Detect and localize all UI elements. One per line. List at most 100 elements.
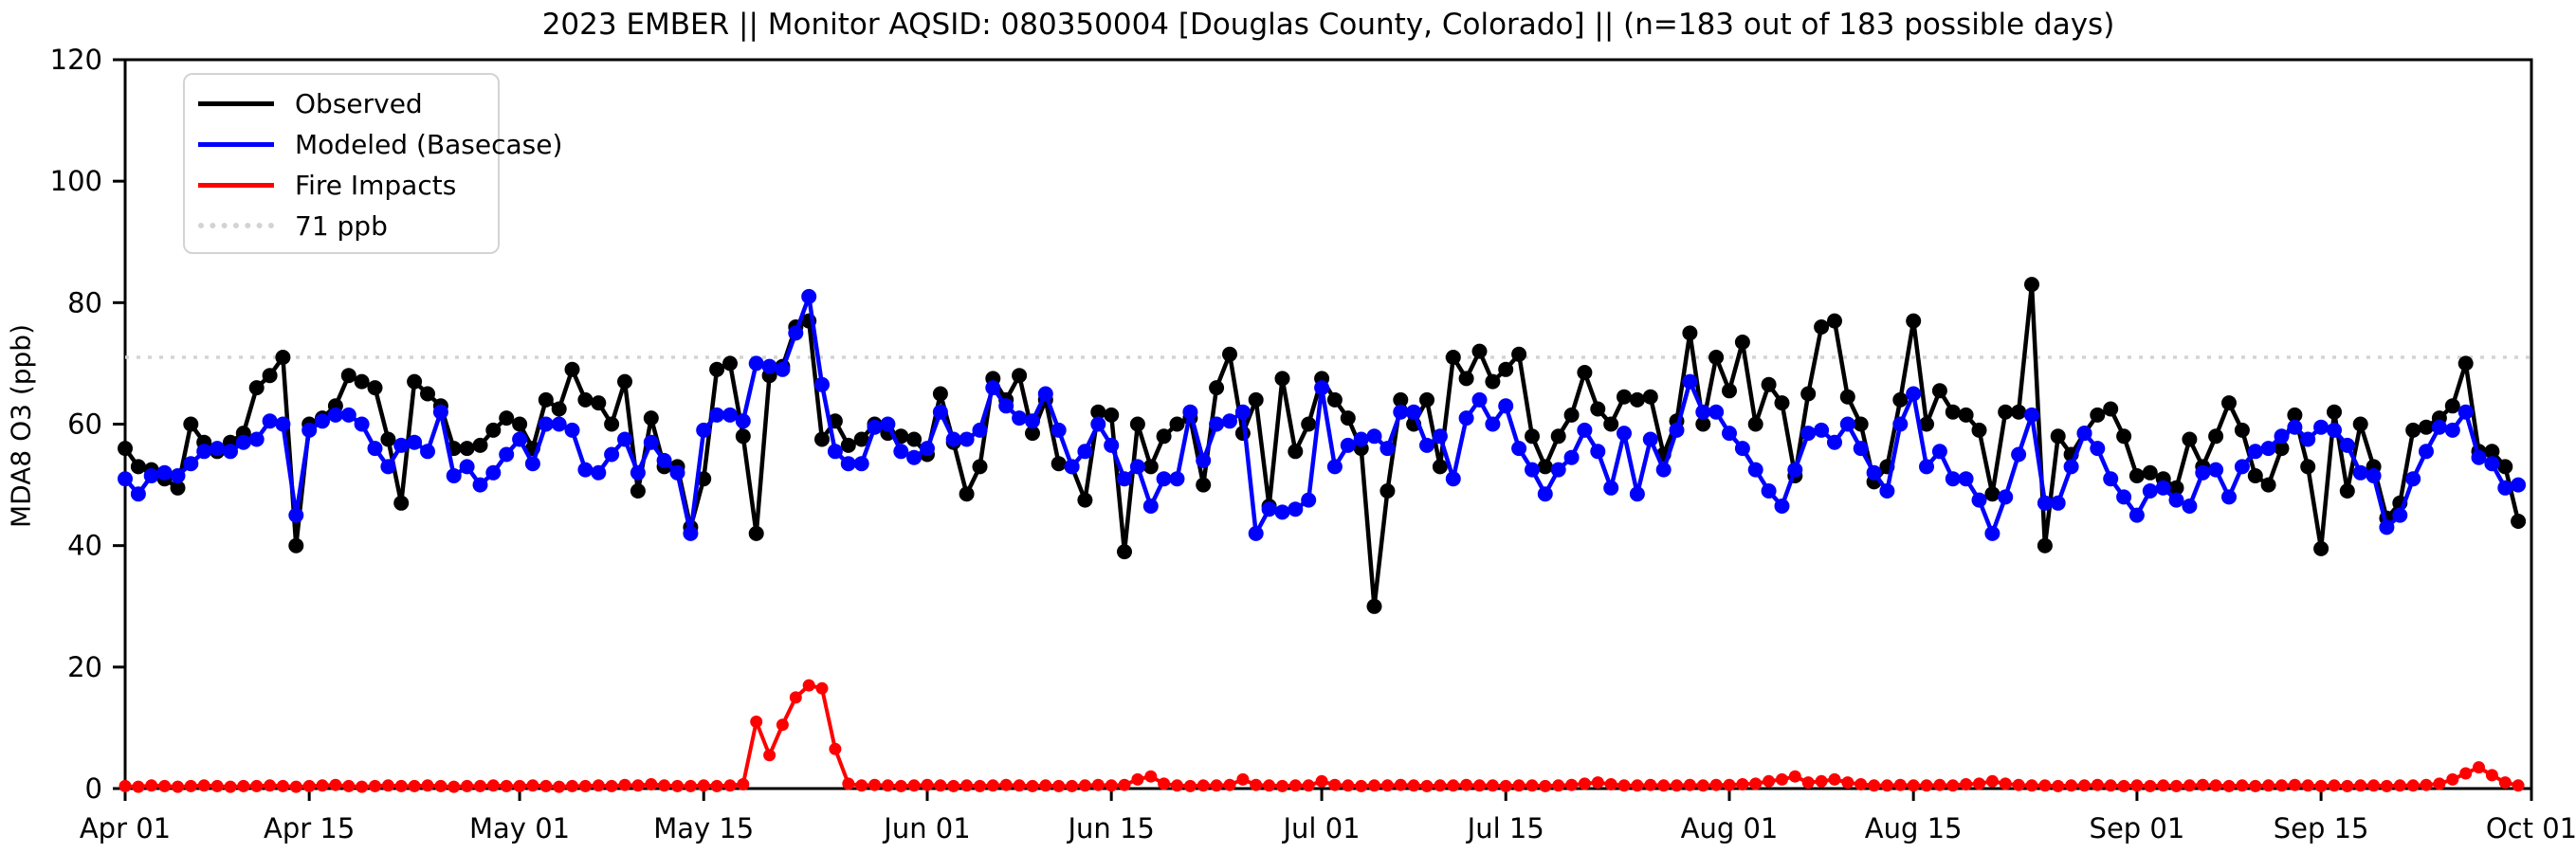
modeled-series-marker bbox=[761, 358, 777, 374]
observed-series-marker bbox=[2260, 477, 2276, 493]
modeled-series-marker bbox=[1537, 486, 1553, 502]
observed-series-marker bbox=[2300, 459, 2316, 475]
modeled-series-marker bbox=[1379, 441, 1396, 457]
fire-impacts-series-marker bbox=[934, 779, 947, 792]
fire-impacts-series-marker bbox=[1591, 776, 1604, 789]
fire-impacts-series-marker bbox=[1368, 779, 1380, 792]
fire-impacts-series-marker bbox=[2183, 779, 2196, 792]
observed-series-marker bbox=[1537, 459, 1553, 475]
x-tick-label: Apr 15 bbox=[264, 812, 355, 844]
fire-impacts-series-marker bbox=[2170, 779, 2183, 792]
observed-series-marker bbox=[1248, 391, 1264, 408]
modeled-series-marker bbox=[2405, 471, 2421, 487]
modeled-series-marker bbox=[577, 462, 594, 478]
modeled-series-marker bbox=[2339, 437, 2355, 453]
modeled-series-marker bbox=[327, 407, 343, 423]
observed-series-marker bbox=[459, 441, 475, 457]
fire-impacts-series-marker bbox=[1197, 779, 1210, 792]
observed-series-marker bbox=[2050, 428, 2066, 445]
modeled-series-marker bbox=[2247, 444, 2263, 460]
observed-series-marker bbox=[1458, 371, 1474, 387]
threshold-line-swatch bbox=[198, 223, 274, 228]
fire-impacts-series-marker bbox=[1091, 778, 1105, 791]
fire-impacts-series-marker bbox=[2052, 779, 2065, 792]
observed-series-marker bbox=[485, 422, 502, 438]
modeled-series-marker bbox=[1142, 499, 1159, 514]
modeled-series-marker bbox=[1642, 431, 1658, 447]
modeled-series-marker bbox=[1406, 404, 1422, 420]
fire-impacts-series-marker bbox=[1026, 779, 1039, 792]
y-tick-label: 100 bbox=[50, 165, 102, 197]
fire-impacts-series-marker bbox=[224, 780, 237, 793]
modeled-series-marker bbox=[459, 459, 475, 475]
fire-impacts-series-marker bbox=[474, 779, 486, 792]
x-tick-label: Sep 01 bbox=[2090, 812, 2185, 844]
fire-impacts-series-marker bbox=[1973, 777, 1985, 790]
fire-impacts-series-marker bbox=[1657, 779, 1671, 792]
fire-impacts-series-marker bbox=[316, 779, 329, 792]
legend-label-fire: Fire Impacts bbox=[295, 169, 457, 201]
observed-series-marker bbox=[2234, 422, 2250, 438]
fire-impacts-series-marker bbox=[1078, 779, 1091, 792]
fire-impacts-series-marker bbox=[710, 779, 723, 792]
fire-impacts-series-marker bbox=[868, 778, 881, 791]
modeled-series-marker bbox=[1577, 422, 1593, 438]
modeled-series-marker bbox=[2511, 477, 2527, 493]
modeled-series-marker bbox=[630, 464, 646, 481]
observed-series-marker bbox=[1525, 428, 1540, 445]
modeled-series-marker bbox=[1695, 404, 1711, 420]
modeled-series-marker bbox=[972, 422, 988, 438]
observed-series-marker bbox=[1563, 407, 1580, 423]
observed-series-marker bbox=[1419, 391, 1434, 408]
modeled-series-marker bbox=[393, 437, 410, 453]
y-tick-label: 80 bbox=[67, 286, 102, 318]
observed-series-marker bbox=[1326, 391, 1343, 408]
fire-impacts-series-marker bbox=[1158, 777, 1171, 790]
fire-impacts-series-marker bbox=[802, 679, 815, 692]
x-tick-label: Jul 15 bbox=[1466, 812, 1544, 844]
observed-series-marker bbox=[2011, 404, 2027, 420]
modeled-series-marker bbox=[1655, 462, 1672, 478]
fire-impacts-series-marker bbox=[1118, 778, 1131, 791]
modeled-series-marker bbox=[2103, 471, 2119, 487]
observed-series-marker bbox=[853, 431, 869, 447]
fire-impacts-series-marker bbox=[1854, 778, 1868, 790]
modeled-series-marker bbox=[920, 441, 935, 457]
y-tick-label: 0 bbox=[85, 772, 102, 805]
observed-series-marker bbox=[1642, 389, 1658, 405]
modeled-series-marker bbox=[2116, 489, 2132, 505]
fire-impacts-series-marker bbox=[539, 779, 553, 792]
fire-impacts-series-marker bbox=[289, 780, 302, 793]
observed-series-marker bbox=[1209, 380, 1225, 396]
fire-impacts-series-marker bbox=[1473, 779, 1486, 792]
modeled-series-marker bbox=[1971, 492, 1987, 508]
modeled-series-marker bbox=[1077, 444, 1093, 460]
modeled-series-marker bbox=[1800, 426, 1817, 442]
observed-series-marker bbox=[499, 410, 515, 426]
fire-impacts-series-marker bbox=[1880, 779, 1893, 792]
modeled-series-marker bbox=[1879, 483, 1895, 499]
modeled-series-marker bbox=[2208, 462, 2224, 478]
fire-impacts-series-marker bbox=[566, 779, 578, 792]
fire-impacts-series-marker bbox=[1407, 779, 1420, 792]
modeled-series-marker bbox=[472, 477, 488, 493]
modeled-series-marker bbox=[1037, 386, 1053, 402]
modeled-series-marker bbox=[223, 444, 238, 460]
modeled-series-marker bbox=[840, 456, 856, 472]
fire-impacts-series-marker bbox=[2512, 779, 2525, 792]
observed-series-marker bbox=[1839, 389, 1855, 405]
observed-series-marker bbox=[1577, 365, 1593, 380]
fire-impacts-series-marker bbox=[1066, 779, 1079, 792]
modeled-series-marker bbox=[2497, 480, 2513, 496]
fire-impacts-series-marker bbox=[1434, 779, 1447, 792]
modeled-series-marker bbox=[1445, 471, 1461, 487]
fire-impacts-series-marker bbox=[776, 718, 789, 732]
fire-impacts-series-marker bbox=[1801, 776, 1815, 789]
observed-series-marker bbox=[722, 355, 738, 372]
observed-series-marker bbox=[1998, 404, 2014, 420]
fire-line-swatch bbox=[198, 182, 274, 188]
fire-impacts-series-marker bbox=[1552, 779, 1565, 792]
modeled-series-marker bbox=[2444, 422, 2460, 438]
fire-impacts-series-marker bbox=[1144, 770, 1158, 783]
